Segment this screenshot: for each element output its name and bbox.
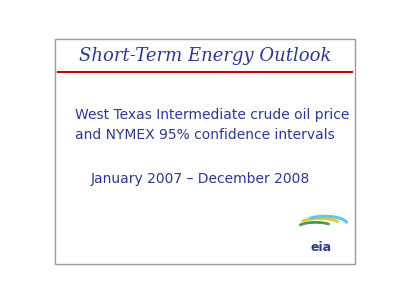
Text: eia: eia xyxy=(311,241,332,254)
Text: West Texas Intermediate crude oil price
and NYMEX 95% confidence intervals: West Texas Intermediate crude oil price … xyxy=(75,108,349,142)
Text: Short-Term Energy Outlook: Short-Term Energy Outlook xyxy=(79,46,331,64)
Text: January 2007 – December 2008: January 2007 – December 2008 xyxy=(90,172,310,186)
